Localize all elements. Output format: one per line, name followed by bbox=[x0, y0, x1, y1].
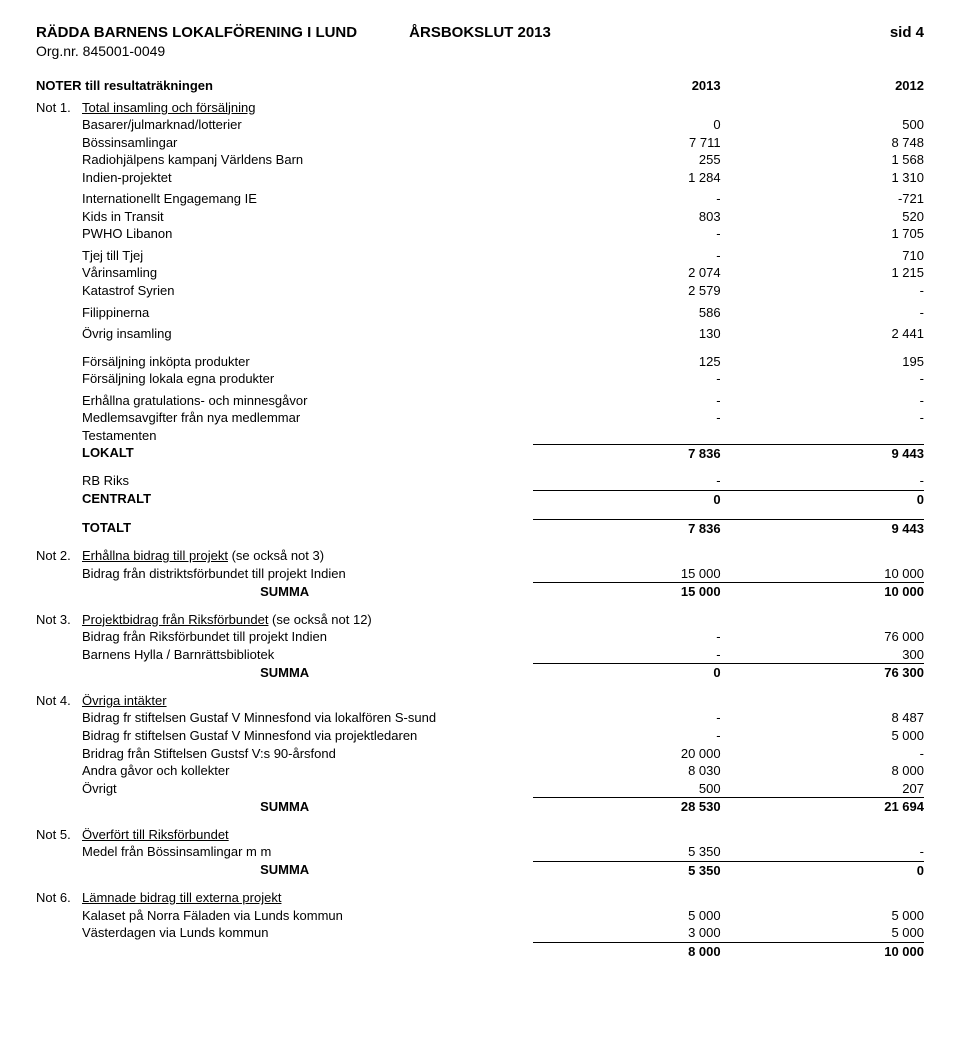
table-row: Försäljning lokala egna produkter-- bbox=[36, 370, 924, 388]
table-row: Vårinsamling2 0741 215 bbox=[36, 264, 924, 282]
header-title-left: RÄDDA BARNENS LOKALFÖRENING I LUND bbox=[36, 24, 409, 41]
table-row: PWHO Libanon-1 705 bbox=[36, 225, 924, 243]
table-row: Kids in Transit803520 bbox=[36, 208, 924, 226]
not4-tag: Not 4. bbox=[36, 692, 82, 710]
table-row: Radiohjälpens kampanj Världens Barn2551 … bbox=[36, 151, 924, 169]
table-row: RB Riks-- bbox=[36, 472, 924, 490]
table-row: Bidrag fr stiftelsen Gustaf V Minnesfond… bbox=[36, 727, 924, 745]
table-row: Filippinerna586- bbox=[36, 304, 924, 322]
not4-title-row: Not 4.Övriga intäkter bbox=[36, 692, 924, 710]
not2-tag: Not 2. bbox=[36, 547, 82, 565]
not6-title-row: Not 6.Lämnade bidrag till externa projek… bbox=[36, 889, 924, 907]
not1-title-row: Not 1.Total insamling och försäljning bbox=[36, 99, 924, 117]
not2-title-row: Not 2.Erhållna bidrag till projekt (se o… bbox=[36, 547, 924, 565]
table-row: Kalaset på Norra Fäladen via Lunds kommu… bbox=[36, 907, 924, 925]
table-row: Försäljning inköpta produkter125195 bbox=[36, 353, 924, 371]
table-row: Bidrag fr stiftelsen Gustaf V Minnesfond… bbox=[36, 709, 924, 727]
col-2012: 2012 bbox=[729, 77, 924, 95]
header-title-center: ÅRSBOKSLUT 2013 bbox=[409, 24, 551, 41]
table-row: Bridrag från Stiftelsen Gustsf V:s 90-år… bbox=[36, 745, 924, 763]
table-row: Övrig insamling1302 441 bbox=[36, 325, 924, 343]
not3-sum-row: SUMMA076 300 bbox=[36, 664, 924, 682]
not3-title-suffix: (se också not 12) bbox=[268, 612, 371, 627]
not6-sum-row: 8 00010 000 bbox=[36, 943, 924, 961]
table-row: Basarer/julmarknad/lotterier0500 bbox=[36, 116, 924, 134]
table-row: Medel från Bössinsamlingar m m5 350- bbox=[36, 843, 924, 861]
table-row: Internationellt Engagemang IE--721 bbox=[36, 190, 924, 208]
col-2013: 2013 bbox=[533, 77, 728, 95]
not4-title: Övriga intäkter bbox=[82, 693, 167, 708]
document-header: RÄDDA BARNENS LOKALFÖRENING I LUND ÅRSBO… bbox=[36, 24, 924, 41]
notes-heading-row: NOTER till resultaträkningen 2013 2012 bbox=[36, 77, 924, 95]
not3-title-row: Not 3.Projektbidrag från Riksförbundet (… bbox=[36, 611, 924, 629]
not6-tag: Not 6. bbox=[36, 889, 82, 907]
not3-tag: Not 3. bbox=[36, 611, 82, 629]
not2-title: Erhållna bidrag till projekt bbox=[82, 548, 228, 563]
table-row: Erhållna gratulations- och minnesgåvor-- bbox=[36, 392, 924, 410]
totalt-row: TOTALT7 8369 443 bbox=[36, 519, 924, 537]
table-row: Bidrag från Riksförbundet till projekt I… bbox=[36, 628, 924, 646]
notes-heading-label: NOTER till resultaträkningen bbox=[36, 77, 533, 95]
financial-table: NOTER till resultaträkningen 2013 2012 N… bbox=[36, 77, 924, 961]
not2-title-suffix: (se också not 3) bbox=[228, 548, 324, 563]
table-row: Medlemsavgifter från nya medlemmar-- bbox=[36, 409, 924, 427]
table-row: Övrigt500207 bbox=[36, 780, 924, 798]
centralt-row: CENTRALT00 bbox=[36, 490, 924, 508]
header-page: sid 4 bbox=[551, 24, 924, 41]
org-number: Org.nr. 845001-0049 bbox=[36, 43, 924, 59]
table-row: Andra gåvor och kollekter8 0308 000 bbox=[36, 762, 924, 780]
table-row: Testamenten bbox=[36, 427, 924, 445]
not4-sum-row: SUMMA28 53021 694 bbox=[36, 798, 924, 816]
not5-title: Överfört till Riksförbundet bbox=[82, 827, 229, 842]
not2-sum-row: SUMMA15 00010 000 bbox=[36, 583, 924, 601]
not1-tag: Not 1. bbox=[36, 99, 82, 117]
not5-title-row: Not 5.Överfört till Riksförbundet bbox=[36, 826, 924, 844]
not1-title: Total insamling och försäljning bbox=[82, 100, 255, 115]
table-row: Barnens Hylla / Barnrättsbibliotek-300 bbox=[36, 646, 924, 664]
table-row: Bidrag från distriktsförbundet till proj… bbox=[36, 565, 924, 583]
not5-tag: Not 5. bbox=[36, 826, 82, 844]
not5-sum-row: SUMMA5 3500 bbox=[36, 861, 924, 879]
table-row: Västerdagen via Lunds kommun3 0005 000 bbox=[36, 924, 924, 942]
not3-title: Projektbidrag från Riksförbundet bbox=[82, 612, 268, 627]
table-row: Bössinsamlingar7 7118 748 bbox=[36, 134, 924, 152]
table-row: Katastrof Syrien2 579- bbox=[36, 282, 924, 300]
table-row: Indien-projektet1 2841 310 bbox=[36, 169, 924, 187]
lokalt-row: LOKALT7 8369 443 bbox=[36, 444, 924, 462]
table-row: Tjej till Tjej-710 bbox=[36, 247, 924, 265]
not6-title: Lämnade bidrag till externa projekt bbox=[82, 890, 281, 905]
